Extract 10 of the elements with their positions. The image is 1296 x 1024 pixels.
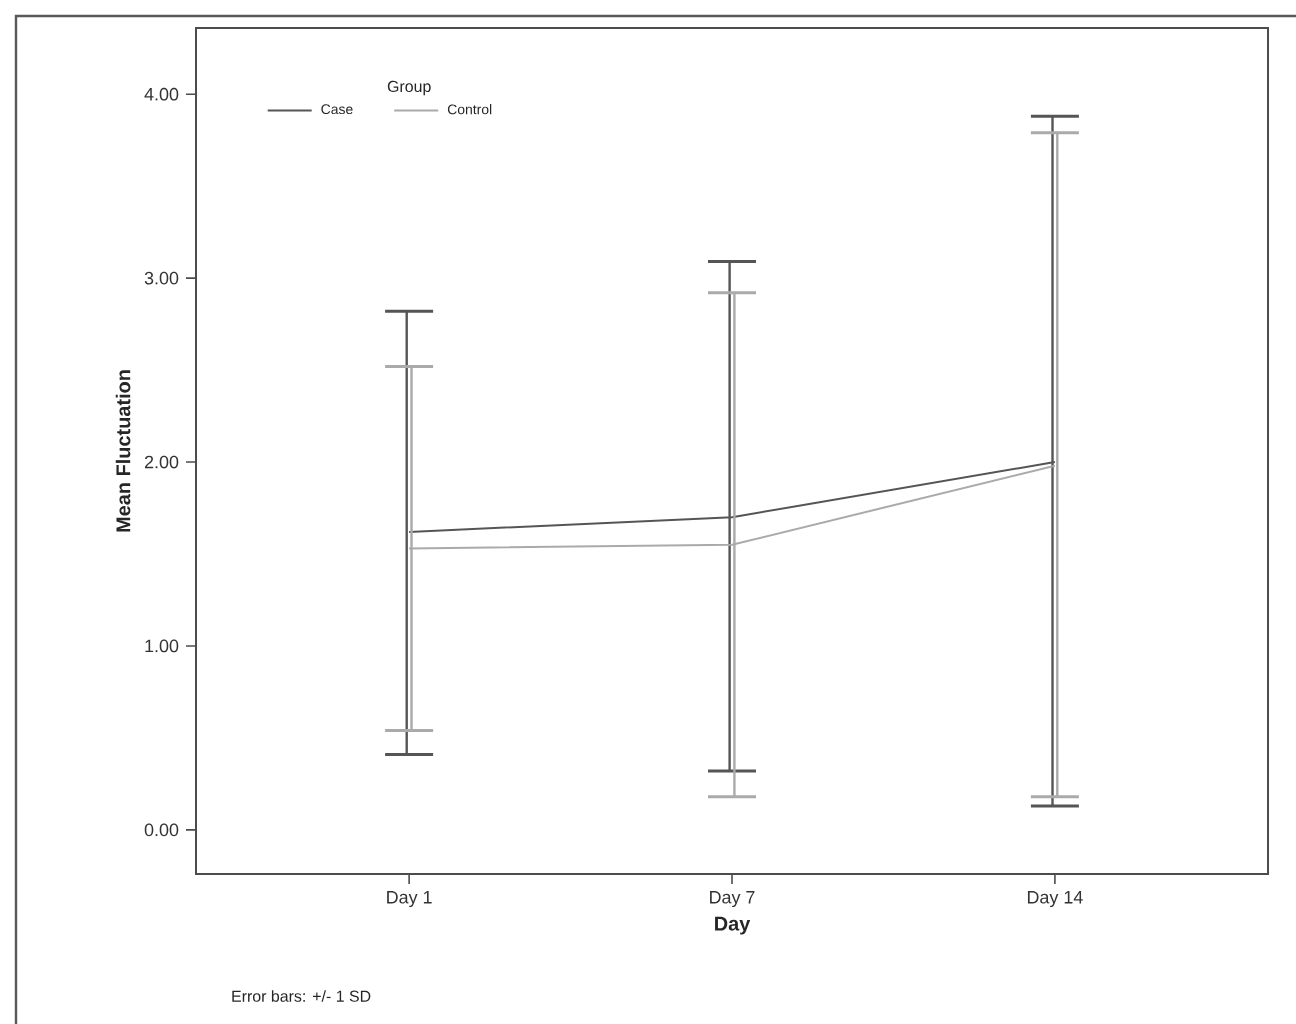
x-tick-label: Day 7 <box>710 891 755 908</box>
y-axis-title: Mean Fluctuation <box>115 370 131 532</box>
x-tick-label: Day 14 <box>1027 891 1083 908</box>
x-tick-label: Day 1 <box>387 891 432 908</box>
y-tick-label: 0.00 <box>144 823 179 837</box>
y-tick-label: 1.00 <box>145 639 179 653</box>
x-axis-title: Day <box>715 916 751 935</box>
y-tick-label: 4.00 <box>144 87 179 101</box>
y-tick-label: 2.00 <box>144 455 179 469</box>
y-tick-label: 3.00 <box>144 271 179 285</box>
